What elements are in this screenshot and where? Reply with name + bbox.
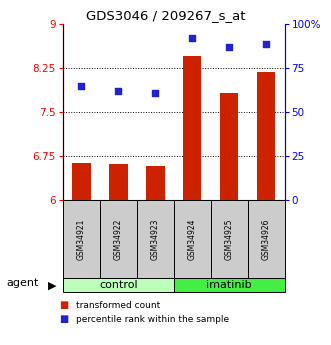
Point <box>226 44 232 50</box>
Text: percentile rank within the sample: percentile rank within the sample <box>76 315 229 324</box>
Text: GSM34925: GSM34925 <box>225 218 234 260</box>
Text: GSM34923: GSM34923 <box>151 218 160 260</box>
Text: control: control <box>99 280 138 289</box>
Bar <box>257 72 275 200</box>
Bar <box>183 57 202 200</box>
Text: imatinib: imatinib <box>207 280 252 289</box>
Point <box>79 83 84 89</box>
Bar <box>109 164 127 200</box>
Bar <box>146 166 165 200</box>
Bar <box>72 163 91 200</box>
Bar <box>220 93 238 200</box>
Text: transformed count: transformed count <box>76 301 161 310</box>
Point <box>190 36 195 41</box>
Text: GSM34922: GSM34922 <box>114 218 123 259</box>
Point <box>263 41 269 46</box>
Point <box>116 88 121 94</box>
Text: ▶: ▶ <box>48 280 57 290</box>
Text: ■: ■ <box>60 300 69 310</box>
Text: GSM34921: GSM34921 <box>77 218 86 259</box>
Text: ■: ■ <box>60 314 69 324</box>
Text: GDS3046 / 209267_s_at: GDS3046 / 209267_s_at <box>86 9 245 22</box>
Text: agent: agent <box>7 278 39 288</box>
Text: GSM34924: GSM34924 <box>188 218 197 260</box>
Point <box>153 90 158 96</box>
Text: GSM34926: GSM34926 <box>262 218 271 260</box>
